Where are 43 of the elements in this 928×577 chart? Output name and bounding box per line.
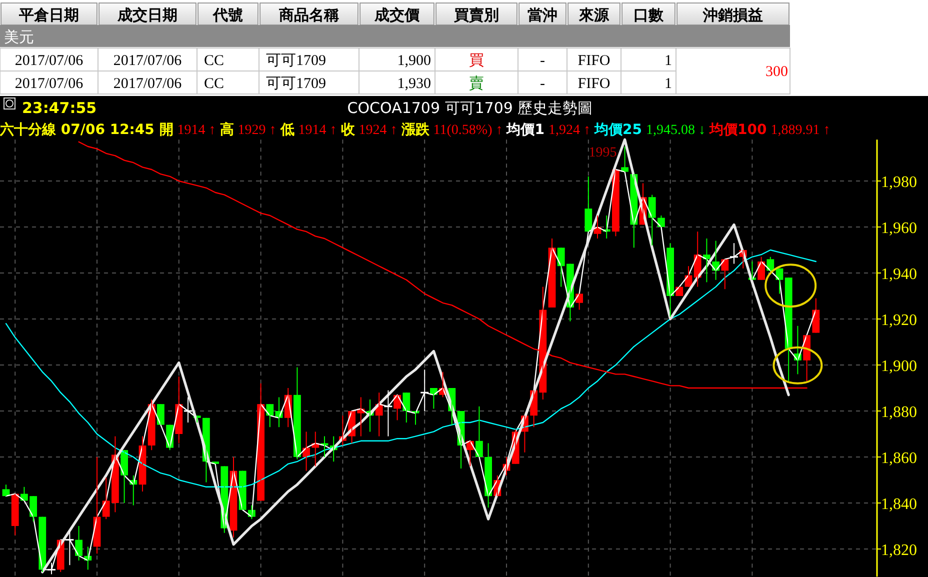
y-tick-label: 1,840 xyxy=(881,496,917,513)
table-row: 2017/07/06 2017/07/06 CC 可可1709 1,900 買 - FIFO 1 xyxy=(0,48,676,72)
y-tick-label: 1,900 xyxy=(881,358,917,375)
category-label: 當沖 xyxy=(528,6,558,24)
text: 23:47:55 xyxy=(22,99,97,117)
category-label: 平倉日期 xyxy=(18,6,79,24)
text: 1,924 ↑ xyxy=(548,123,590,138)
line-series xyxy=(5,249,816,488)
category-label: 口數 xyxy=(634,6,664,24)
y-tick-label: 1,920 xyxy=(881,312,917,329)
text: 均價100 xyxy=(708,122,767,138)
category-label: 商品名稱 xyxy=(278,6,339,24)
chart-title: COCOA1709 可可1709 歷史走勢圖 xyxy=(347,99,593,117)
text: 1,889.91 ↑ xyxy=(770,123,830,138)
category-label: 來源 xyxy=(578,6,610,24)
text: 1929 ↑ xyxy=(238,123,276,138)
text: 漲跌 xyxy=(400,122,430,138)
text: 六十分線 07/06 12:45 開 xyxy=(0,121,174,138)
text: 1924 ↑ xyxy=(358,123,398,138)
text: 1914 ↑ xyxy=(298,123,337,138)
text: 11(0.58%) ↑ xyxy=(433,123,503,138)
category-label: 買賣別 xyxy=(453,6,499,24)
text: 收 xyxy=(340,122,356,138)
y-tick-label: 1,880 xyxy=(881,404,917,421)
table-currency-row: 美元 xyxy=(0,25,790,47)
category-label: 成交日期 xyxy=(116,6,178,24)
text: 均價1 xyxy=(506,122,544,138)
text: 低 xyxy=(279,122,294,138)
table-row: 2017/07/06 2017/07/06 CC 可可1709 1,930 賣 - FIFO 1 xyxy=(0,70,676,94)
y-tick-label: 1,980 xyxy=(881,174,917,191)
y-tick-label: 1,940 xyxy=(881,266,917,283)
text: 1,945.08 ↓ xyxy=(646,123,706,138)
category-label: 代號 xyxy=(212,6,243,24)
category-label: 成交價 xyxy=(374,6,420,24)
y-tick-label: 1,960 xyxy=(881,220,917,237)
text: 高 xyxy=(220,121,234,138)
text: 均價25 xyxy=(593,122,642,138)
y-tick-label: 1,860 xyxy=(881,450,917,467)
y-tick-label: 1,820 xyxy=(881,542,917,559)
category-label: 沖銷損益 xyxy=(702,6,763,24)
text: 1914 ↑ xyxy=(177,123,216,138)
table-merged-cell: 300 xyxy=(676,48,790,94)
annotation: 1995 xyxy=(588,146,617,160)
